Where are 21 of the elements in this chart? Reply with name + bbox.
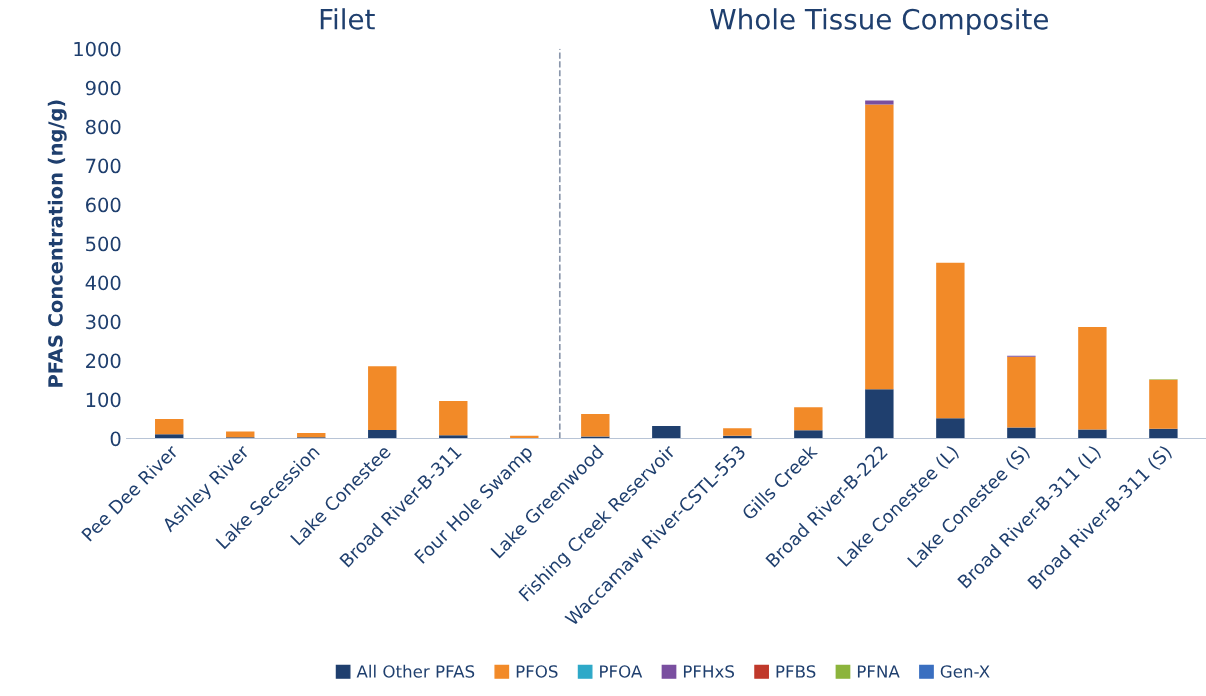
y-tick-label: 300: [86, 314, 121, 330]
y-tick-label: 900: [85, 80, 121, 96]
y-tick-label: 800: [85, 119, 121, 135]
y-tick-label: 500: [86, 236, 121, 252]
y-tick-label: 100: [86, 392, 121, 408]
y-tick-label: 400: [85, 275, 121, 291]
y-tick-label: 600: [86, 197, 121, 213]
legend-label: PFBS: [776, 665, 816, 678]
text: Whole Tissue Composite: [710, 8, 1048, 36]
y-tick-label: 700: [86, 158, 121, 174]
y-tick-label: 1000: [74, 41, 121, 57]
y-tick-label: 0: [110, 431, 121, 447]
y-tick-label: 200: [86, 353, 121, 369]
legend-label: PFNA: [857, 665, 900, 678]
y-axis-title: PFAS Concentration (ng/g): [47, 100, 67, 387]
legend-label: Gen-X: [940, 665, 990, 678]
text: Filet: [320, 8, 375, 30]
legend-label: PFHxS: [683, 665, 735, 678]
legend-label: PFOS: [516, 665, 558, 678]
legend-label: PFOA: [600, 665, 643, 678]
legend-label: All Other PFAS: [356, 664, 475, 678]
